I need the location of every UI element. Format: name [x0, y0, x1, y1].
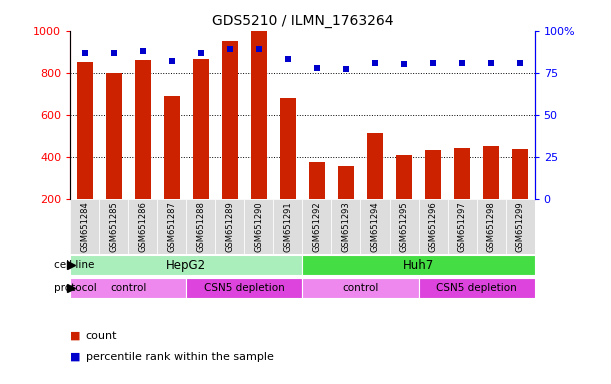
Text: CSN5 depletion: CSN5 depletion: [204, 283, 285, 293]
Text: control: control: [110, 283, 147, 293]
Text: ■: ■: [70, 352, 81, 362]
FancyBboxPatch shape: [216, 199, 244, 254]
Bar: [106, 73, 122, 199]
Point: [515, 60, 525, 66]
Bar: [222, 41, 238, 199]
Text: GSM651298: GSM651298: [486, 202, 496, 252]
Text: GSM651297: GSM651297: [458, 202, 467, 252]
FancyBboxPatch shape: [360, 199, 390, 254]
Text: GSM651289: GSM651289: [225, 202, 235, 252]
Text: HepG2: HepG2: [166, 259, 207, 271]
Point: [254, 46, 264, 52]
FancyBboxPatch shape: [302, 278, 419, 298]
Text: GSM651291: GSM651291: [284, 202, 293, 252]
Text: GSM651290: GSM651290: [254, 202, 263, 252]
FancyBboxPatch shape: [302, 199, 331, 254]
Bar: [280, 98, 296, 199]
Bar: [338, 166, 354, 199]
Bar: [164, 96, 180, 199]
Text: count: count: [86, 331, 117, 341]
Text: GSM651286: GSM651286: [138, 202, 147, 252]
Point: [283, 56, 293, 62]
FancyBboxPatch shape: [186, 278, 302, 298]
Text: protocol: protocol: [54, 283, 97, 293]
Bar: [309, 162, 325, 199]
FancyBboxPatch shape: [128, 199, 158, 254]
Bar: [77, 62, 93, 199]
Text: GSM651287: GSM651287: [167, 202, 177, 252]
FancyBboxPatch shape: [390, 199, 419, 254]
Point: [370, 60, 380, 66]
FancyBboxPatch shape: [100, 199, 128, 254]
FancyBboxPatch shape: [244, 199, 274, 254]
Bar: [396, 155, 412, 199]
FancyBboxPatch shape: [70, 255, 302, 275]
Point: [457, 60, 467, 66]
FancyBboxPatch shape: [274, 199, 302, 254]
Text: percentile rank within the sample: percentile rank within the sample: [86, 352, 273, 362]
Text: GSM651285: GSM651285: [109, 202, 119, 252]
FancyBboxPatch shape: [477, 199, 506, 254]
Bar: [425, 151, 441, 199]
Text: control: control: [342, 283, 379, 293]
Text: cell line: cell line: [54, 260, 95, 270]
Bar: [512, 149, 528, 199]
Bar: [251, 31, 267, 199]
Text: GSM651293: GSM651293: [342, 202, 351, 252]
Point: [109, 50, 119, 56]
FancyBboxPatch shape: [506, 199, 535, 254]
Title: GDS5210 / ILMN_1763264: GDS5210 / ILMN_1763264: [211, 14, 393, 28]
Text: GSM651292: GSM651292: [312, 202, 321, 252]
FancyBboxPatch shape: [302, 255, 535, 275]
FancyBboxPatch shape: [419, 199, 447, 254]
Point: [167, 58, 177, 64]
Bar: [367, 132, 383, 199]
Point: [312, 65, 322, 71]
Bar: [193, 59, 209, 199]
Bar: [135, 60, 151, 199]
Point: [225, 46, 235, 52]
Point: [341, 66, 351, 73]
Point: [80, 50, 90, 56]
Point: [399, 61, 409, 67]
Text: GSM651296: GSM651296: [428, 202, 437, 252]
FancyBboxPatch shape: [70, 199, 100, 254]
Point: [196, 50, 206, 56]
Text: GSM651295: GSM651295: [400, 202, 409, 252]
Text: GSM651299: GSM651299: [516, 202, 525, 252]
Point: [428, 60, 438, 66]
Text: GSM651294: GSM651294: [370, 202, 379, 252]
Bar: [483, 146, 499, 199]
Text: ■: ■: [70, 331, 81, 341]
FancyBboxPatch shape: [447, 199, 477, 254]
Text: GSM651284: GSM651284: [80, 202, 89, 252]
Point: [138, 48, 148, 54]
Text: GSM651288: GSM651288: [196, 202, 205, 252]
FancyBboxPatch shape: [331, 199, 360, 254]
Point: [486, 60, 496, 66]
Text: Huh7: Huh7: [403, 259, 434, 271]
FancyBboxPatch shape: [70, 278, 186, 298]
Bar: [454, 148, 470, 199]
Text: CSN5 depletion: CSN5 depletion: [436, 283, 517, 293]
FancyBboxPatch shape: [186, 199, 216, 254]
FancyBboxPatch shape: [419, 278, 535, 298]
FancyBboxPatch shape: [158, 199, 186, 254]
